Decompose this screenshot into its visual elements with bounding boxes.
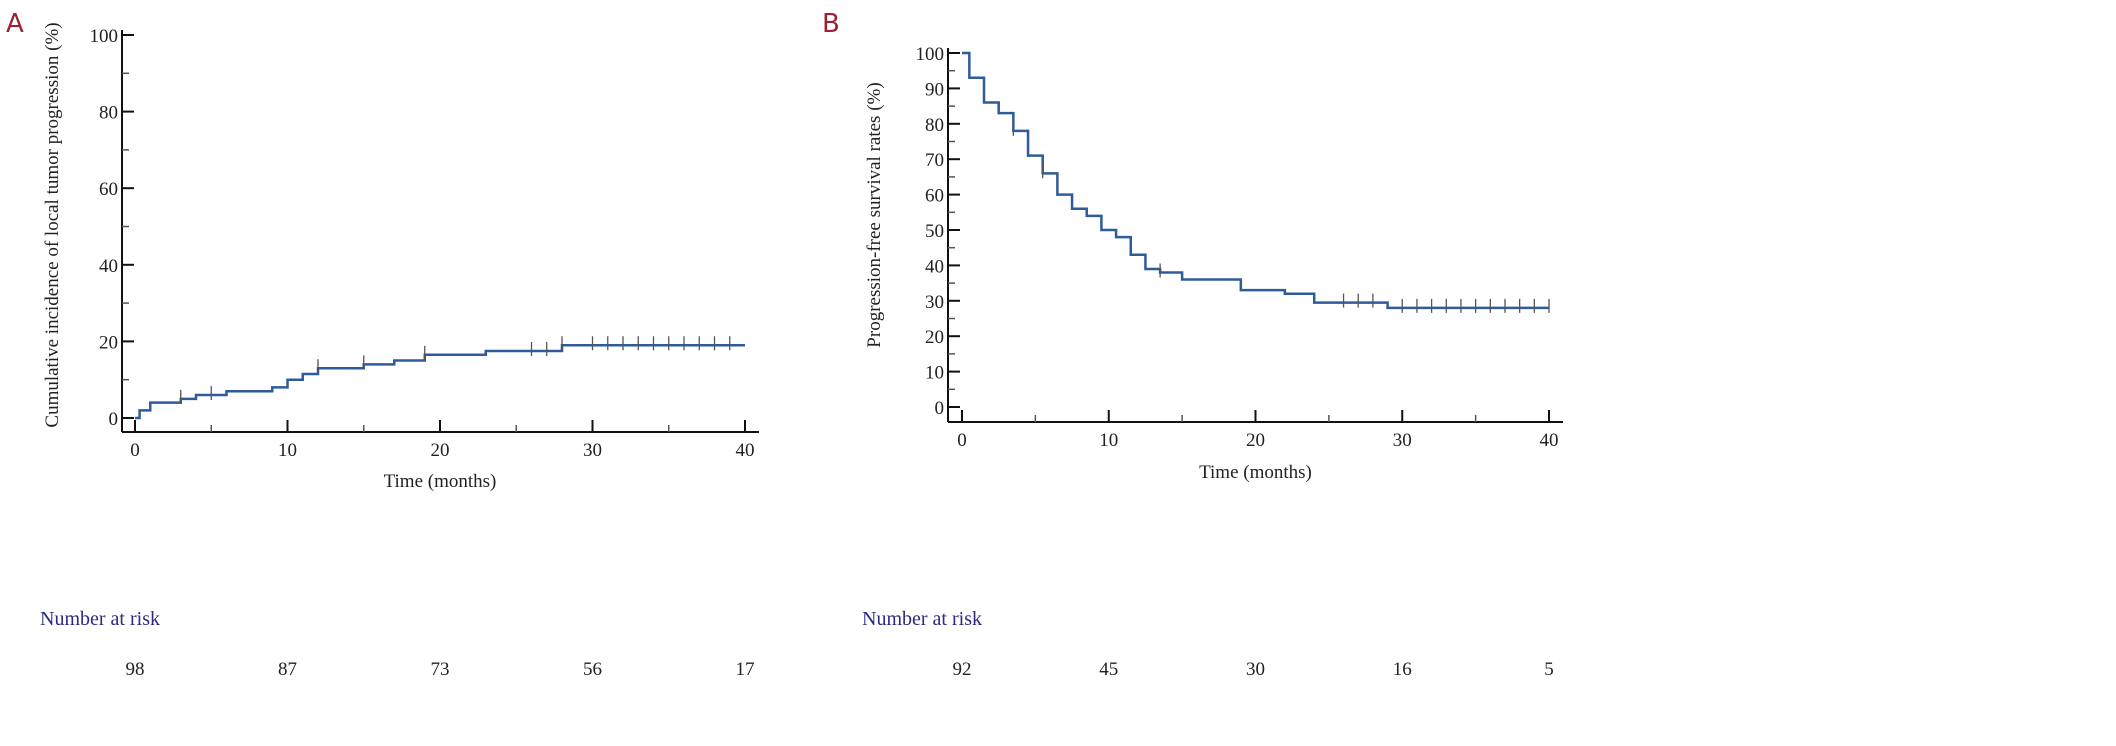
number-at-risk-value: 45 <box>1099 659 1118 680</box>
x-tick-label: 10 <box>1099 430 1118 451</box>
y-tick-label: 40 <box>99 256 118 277</box>
y-tick-label: 90 <box>925 79 944 100</box>
x-axis-label: Time (months) <box>1199 462 1312 483</box>
number-at-risk-value: 73 <box>431 659 450 680</box>
y-tick-label: 0 <box>935 398 945 419</box>
x-tick-label: 0 <box>130 440 140 461</box>
y-tick-label: 50 <box>925 221 944 242</box>
y-tick-label: 60 <box>99 179 118 200</box>
y-tick-label: 30 <box>925 292 944 313</box>
number-at-risk-value: 16 <box>1393 659 1412 680</box>
x-axis-label: Time (months) <box>384 471 497 492</box>
x-tick-label: 10 <box>278 440 297 461</box>
y-tick-label: 70 <box>925 150 944 171</box>
number-at-risk-value: 17 <box>736 659 755 680</box>
survival-curve <box>135 343 745 420</box>
y-axis-label: Progression-free survival rates (%) <box>864 82 885 347</box>
y-tick-label: 100 <box>90 26 119 47</box>
y-tick-label: 20 <box>925 327 944 348</box>
x-tick-label: 30 <box>583 440 602 461</box>
x-tick-label: 0 <box>957 430 967 451</box>
number-at-risk-value: 87 <box>278 659 297 680</box>
y-axis-label: Cumulative incidence of local tumor prog… <box>42 22 63 427</box>
number-at-risk-value: 30 <box>1246 659 1265 680</box>
x-tick-label: 40 <box>1540 430 1559 451</box>
y-tick-label: 20 <box>99 332 118 353</box>
number-at-risk-value: 5 <box>1544 659 1554 680</box>
survival-curve <box>962 51 1549 310</box>
x-tick-label: 30 <box>1393 430 1412 451</box>
y-tick-label: 10 <box>925 363 944 384</box>
y-tick-label: 60 <box>925 186 944 207</box>
y-tick-label: 80 <box>925 115 944 136</box>
panel-label: B <box>822 9 840 39</box>
panel-label: A <box>6 9 24 39</box>
number-at-risk-title: Number at risk <box>862 608 982 630</box>
number-at-risk-value: 98 <box>126 659 145 680</box>
x-tick-label: 20 <box>1246 430 1265 451</box>
y-tick-label: 100 <box>916 44 945 65</box>
panel-a: A 0 20 40 60 80 100 0 10 20 30 40 Time (months) Cumul… <box>6 9 759 680</box>
x-tick-label: 20 <box>431 440 450 461</box>
number-at-risk-value: 92 <box>953 659 972 680</box>
number-at-risk-value: 56 <box>583 659 602 680</box>
panel-b: B 0 10 20 30 40 50 60 70 80 90 100 0 10 20 30 40 Time (mo… <box>822 9 1563 680</box>
y-tick-label: 40 <box>925 256 944 277</box>
number-at-risk-title: Number at risk <box>40 608 160 630</box>
x-tick-label: 40 <box>736 440 755 461</box>
y-tick-label: 0 <box>109 409 119 430</box>
y-tick-label: 80 <box>99 103 118 124</box>
